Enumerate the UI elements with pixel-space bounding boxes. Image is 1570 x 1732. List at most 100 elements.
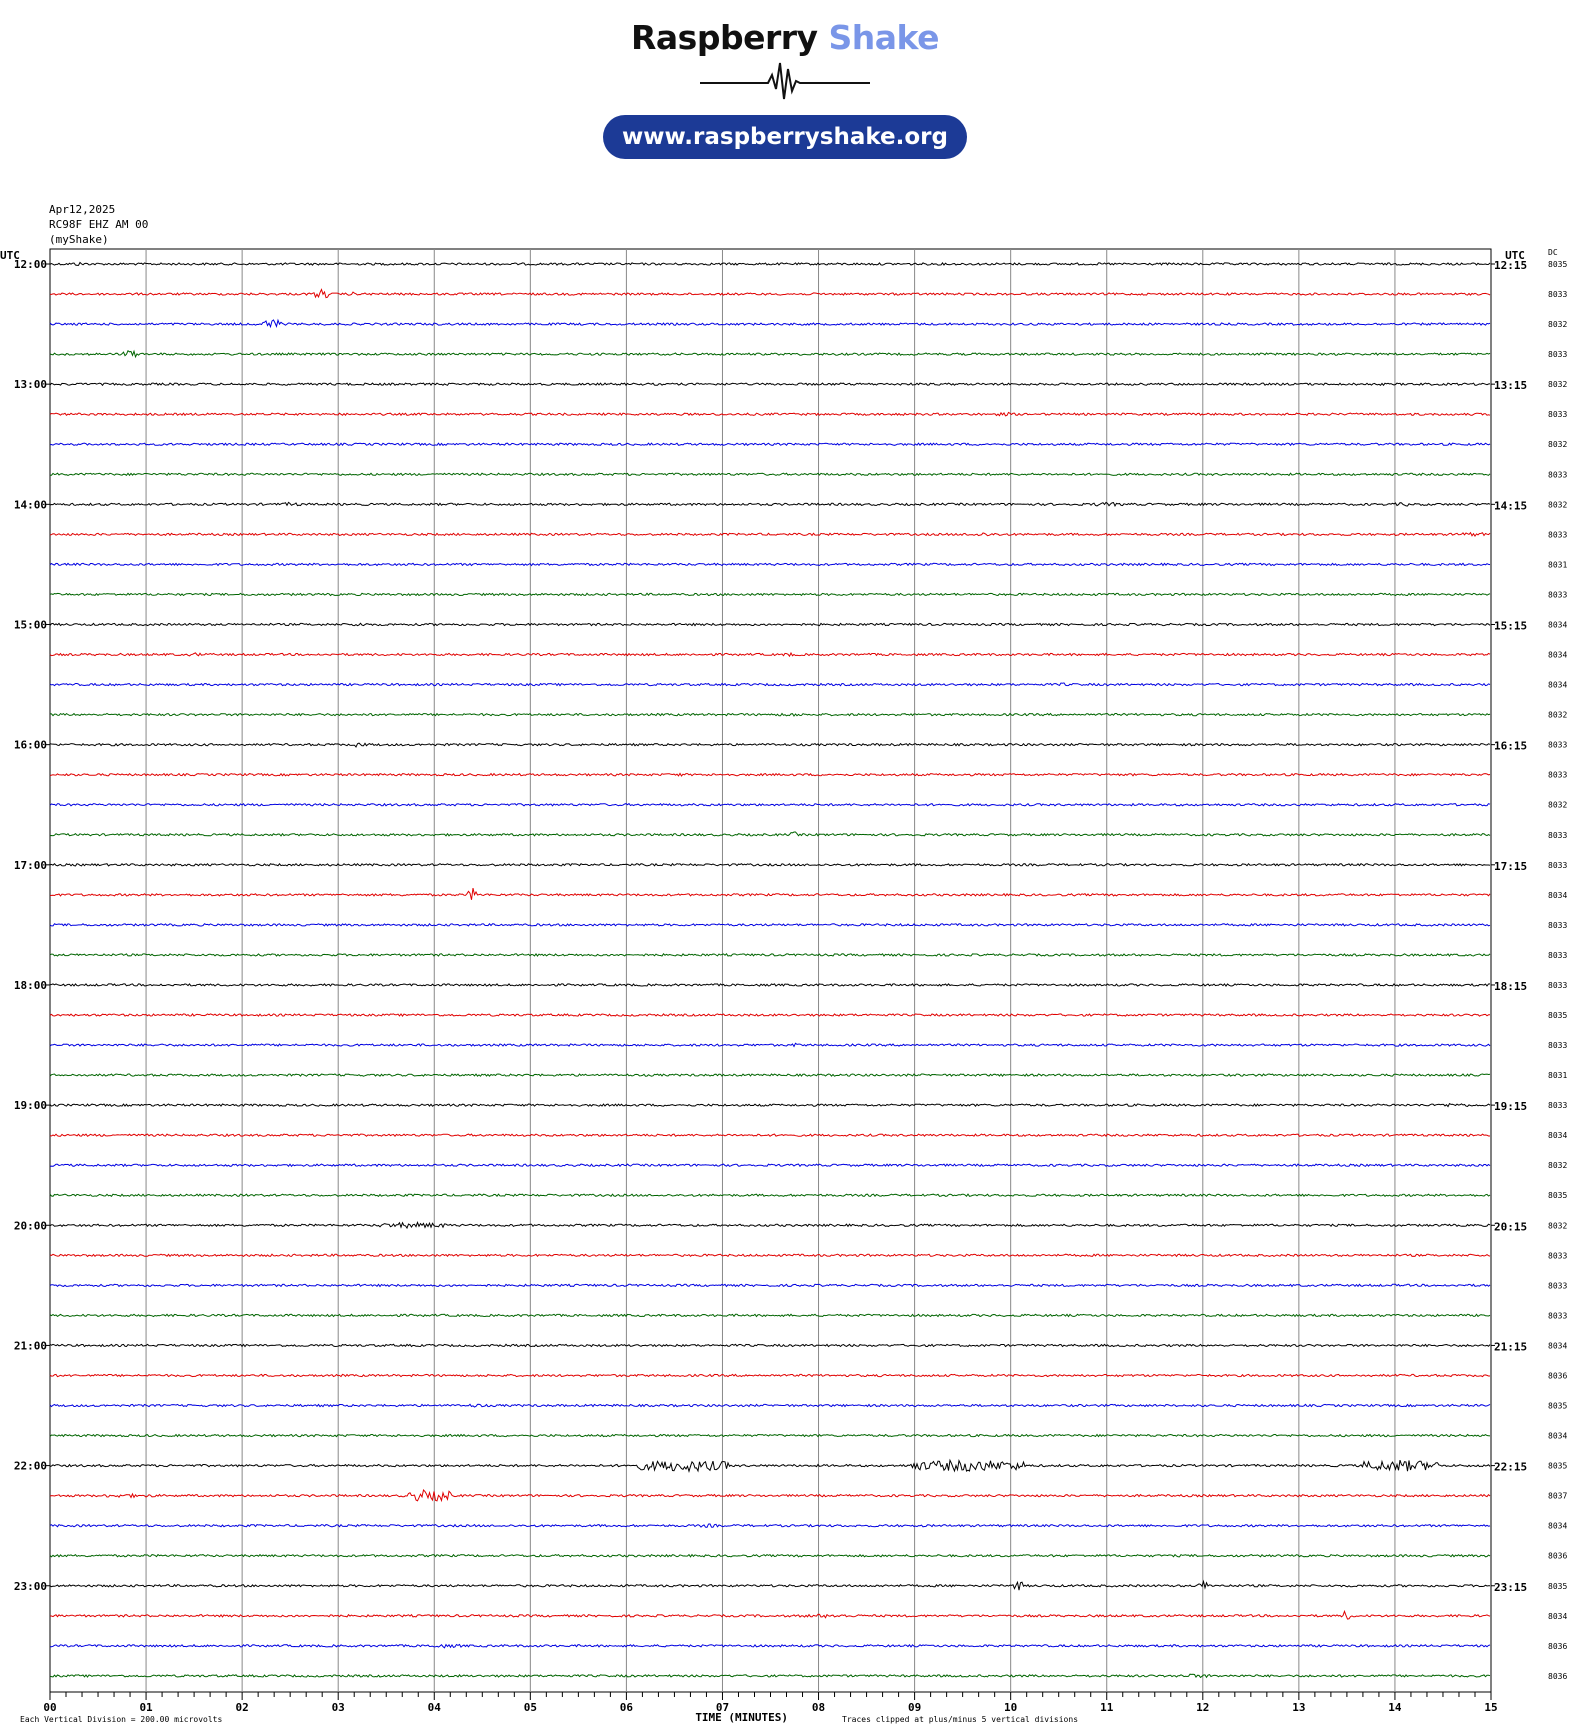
seismic-wave-icon: [700, 62, 870, 100]
trace-line: [49, 1013, 1490, 1017]
dc-value-label: 8033: [1548, 981, 1567, 990]
right-hour-label: 18:15: [1494, 980, 1527, 993]
dc-value-label: 8033: [1548, 1311, 1567, 1320]
trace-line: [49, 1403, 1491, 1408]
trace-line: [49, 318, 1491, 329]
dc-value-label: 8034: [1548, 651, 1567, 660]
left-hour-label: 12:00: [14, 258, 47, 271]
trace-line: [49, 1133, 1490, 1137]
dc-value-label: 8032: [1548, 380, 1567, 389]
trace-line: [49, 1283, 1491, 1288]
trace-line: [49, 1609, 1491, 1620]
x-tick-label: 13: [1292, 1701, 1305, 1714]
trace-line: [49, 1579, 1491, 1591]
dc-value-label: 8034: [1548, 1131, 1567, 1140]
trace-line: [49, 1458, 1491, 1474]
dc-value-label: 8035: [1548, 1011, 1567, 1020]
dc-value-label: 8032: [1548, 801, 1567, 810]
trace-line: [50, 472, 1491, 477]
dc-value-label: 8032: [1548, 320, 1567, 329]
dc-value-label: 8032: [1548, 711, 1567, 720]
left-hour-label: 16:00: [14, 739, 47, 752]
x-tick-label: 06: [620, 1701, 634, 1714]
dc-value-label: 8032: [1548, 1161, 1567, 1170]
trace-line: [49, 651, 1491, 658]
trace-line: [49, 592, 1491, 597]
left-axis-title: UTC: [0, 249, 20, 262]
trace-line: [49, 953, 1491, 957]
dc-value-label: 8033: [1548, 831, 1567, 840]
raspberry-shake-logo: Raspberry Shake www.raspberryshake.org: [0, 18, 1570, 159]
right-hour-label: 17:15: [1494, 860, 1527, 873]
dc-value-label: 8033: [1548, 410, 1567, 419]
left-hour-label: 13:00: [14, 378, 47, 391]
dc-value-label: 8034: [1548, 1432, 1567, 1441]
dc-value-label: 8035: [1548, 1402, 1567, 1411]
trace-line: [49, 682, 1491, 687]
trace-line: [49, 1193, 1491, 1198]
x-tick-label: 15: [1484, 1701, 1497, 1714]
right-hour-label: 23:15: [1494, 1581, 1527, 1594]
dc-value-label: 8032: [1548, 440, 1567, 449]
right-hour-label: 14:15: [1494, 499, 1527, 512]
left-hour-label: 21:00: [14, 1339, 47, 1352]
dc-value-label: 8036: [1548, 1552, 1567, 1561]
trace-line: [49, 742, 1491, 748]
left-hour-label: 23:00: [14, 1580, 47, 1593]
trace-line: [49, 1673, 1491, 1679]
trace-line: [49, 411, 1491, 417]
right-hour-label: 13:15: [1494, 379, 1527, 392]
dc-value-label: 8033: [1548, 1041, 1567, 1050]
trace-line: [49, 1488, 1491, 1503]
dc-value-label: 8034: [1548, 620, 1567, 629]
dc-value-label: 8034: [1548, 891, 1567, 900]
dc-value-label: 8033: [1548, 530, 1567, 539]
dc-value-label: 8033: [1548, 741, 1567, 750]
right-hour-label: 12:15: [1494, 259, 1527, 272]
trace-line: [49, 349, 1491, 359]
clipping-note: Traces clipped at plus/minus 5 vertical …: [842, 1715, 1078, 1724]
trace-line: [49, 501, 1491, 507]
brand-name-part1: Raspberry: [631, 18, 818, 57]
left-hour-label: 20:00: [14, 1219, 47, 1232]
trace-line: [49, 1373, 1490, 1378]
dc-value-label: 8033: [1548, 1251, 1567, 1260]
dc-value-label: 8032: [1548, 1221, 1567, 1230]
trace-line: [49, 442, 1491, 447]
dc-value-label: 8033: [1548, 350, 1567, 359]
dc-value-label: 8033: [1548, 861, 1567, 870]
dc-value-label: 8033: [1548, 951, 1567, 960]
trace-line: [49, 1220, 1491, 1230]
x-tick-label: 05: [524, 1701, 537, 1714]
trace-line: [49, 887, 1491, 900]
trace-line: [49, 382, 1491, 387]
trace-line: [49, 923, 1491, 927]
dc-value-label: 8034: [1548, 1612, 1567, 1621]
trace-line: [49, 772, 1491, 777]
dc-value-label: 8031: [1548, 560, 1567, 569]
x-axis-label: TIME (MINUTES): [695, 1711, 788, 1724]
trace-line: [49, 1553, 1491, 1558]
trace-line: [49, 1253, 1491, 1258]
website-url-badge[interactable]: www.raspberryshake.org: [603, 115, 967, 159]
right-hour-label: 21:15: [1494, 1340, 1527, 1353]
dc-value-label: 8034: [1548, 1522, 1567, 1531]
record-date: Apr12,2025: [49, 203, 116, 216]
dc-column-title: DC: [1548, 248, 1558, 257]
x-tick-label: 01: [139, 1701, 153, 1714]
trace-line: [49, 1523, 1491, 1528]
dc-value-label: 8035: [1548, 1462, 1567, 1471]
trace-line: [49, 862, 1491, 867]
trace-line: [49, 712, 1491, 717]
station-code: RC98F EHZ AM 00: [49, 218, 149, 231]
left-hour-label: 15:00: [14, 618, 47, 631]
trace-line: [49, 562, 1491, 567]
left-hour-label: 22:00: [14, 1460, 47, 1473]
trace-line: [50, 288, 1491, 299]
dc-value-label: 8033: [1548, 921, 1567, 930]
trace-line: [49, 983, 1491, 987]
trace-line: [49, 1102, 1491, 1108]
right-hour-label: 15:15: [1494, 619, 1527, 632]
trace-line: [49, 1433, 1491, 1438]
